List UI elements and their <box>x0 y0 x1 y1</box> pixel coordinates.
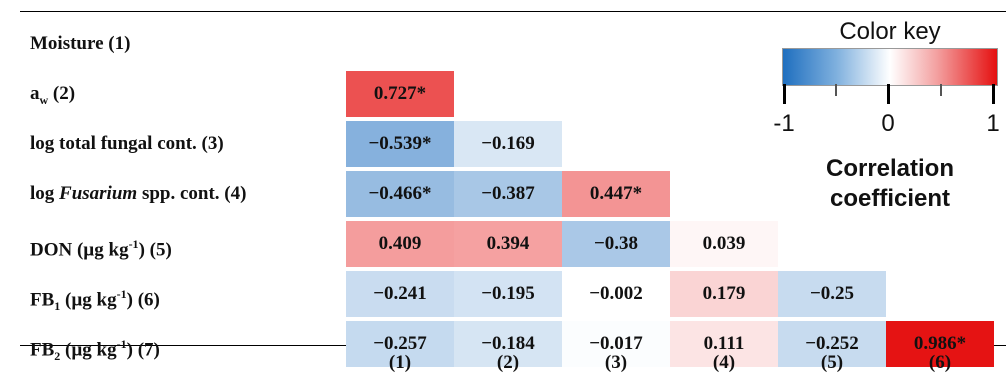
row-label-text: log <box>30 183 60 204</box>
color-key-tick-min <box>783 84 786 104</box>
heatmap-cell: 0.727* <box>346 71 454 117</box>
color-key-tick-max <box>992 84 995 104</box>
color-key-tick-minor <box>940 84 942 96</box>
row-label-text: (2) <box>48 83 76 104</box>
row-label-italic: Fusarium <box>59 183 138 204</box>
heatmap-cell: 0.111 <box>670 321 778 367</box>
color-key-gradient-bar <box>782 48 998 86</box>
color-key-caption-line2: coefficient <box>829 185 951 212</box>
color-key-axis <box>783 84 995 104</box>
heatmap-cell: 0.394 <box>454 221 562 267</box>
row-label-superscript: -1 <box>116 287 127 301</box>
heatmap-cell: −0.184 <box>454 321 562 367</box>
heatmap-cell: 0.447* <box>562 171 670 217</box>
row-label-text: Moisture (1) <box>30 33 131 54</box>
row-label-text: ) (7) <box>126 339 160 361</box>
heatmap-cell: −0.195 <box>454 271 562 317</box>
row-label-subscript: 2 <box>54 349 61 364</box>
heatmap-cell: −0.252 <box>778 321 886 367</box>
color-key-caption: Correlation coefficient <box>790 154 990 214</box>
row-label-text: spp. cont. (4) <box>137 183 247 204</box>
row-label: log total fungal cont. (3) <box>30 119 224 169</box>
heatmap-cell: −0.38 <box>562 221 670 267</box>
column-label: (1) <box>388 352 412 373</box>
heatmap-cell: −0.002 <box>562 271 670 317</box>
row-label-text: ) (6) <box>126 289 160 311</box>
column-label: (6) <box>928 352 952 373</box>
color-key-tick-minor <box>835 84 837 96</box>
row-label-superscript: -1 <box>116 337 127 351</box>
row-label-text: ) (5) <box>138 239 172 261</box>
color-key-tick-zero <box>887 84 890 104</box>
heatmap-cell: −0.257 <box>346 321 454 367</box>
row-label: DON (µg kg-1) (5) <box>30 219 172 269</box>
row-label-text: DON (µg kg <box>30 239 129 261</box>
row-label-text: FB <box>30 289 55 311</box>
heatmap-cell: 0.179 <box>670 271 778 317</box>
heatmap-cell: 0.986* <box>886 321 994 367</box>
heatmap-cell: −0.466* <box>346 171 454 217</box>
row-label-text: a <box>30 83 40 104</box>
heatmap-cell: −0.241 <box>346 271 454 317</box>
row-label: aw (2) <box>30 69 75 119</box>
column-label: (2) <box>496 352 520 373</box>
row-label: FB2 (µg kg-1) (7) <box>30 319 160 369</box>
column-label: (4) <box>712 352 736 373</box>
heatmap-cell: 0.409 <box>346 221 454 267</box>
row-label-subscript: w <box>39 92 49 107</box>
row-label: log Fusarium spp. cont. (4) <box>30 169 246 219</box>
row-label: FB1 (µg kg-1) (6) <box>30 269 160 319</box>
heatmap-cell: −0.387 <box>454 171 562 217</box>
color-key-label-max: 1 <box>986 110 1000 137</box>
column-label: (5) <box>820 352 844 373</box>
row-label-subscript: 1 <box>54 299 61 314</box>
heatmap-cell: −0.25 <box>778 271 886 317</box>
row-label-text: (µg kg <box>60 289 117 311</box>
row-label: Moisture (1) <box>30 19 130 69</box>
row-label-text: FB <box>30 339 55 361</box>
heatmap-cell: −0.017 <box>562 321 670 367</box>
color-key-label-min: -1 <box>773 110 795 137</box>
top-rule <box>20 11 1006 12</box>
heatmap-cell: 0.039 <box>670 221 778 267</box>
color-key-label-zero: 0 <box>881 110 895 137</box>
heatmap-cell: −0.169 <box>454 121 562 167</box>
row-label-superscript: -1 <box>128 237 139 251</box>
row-label-text: log total fungal cont. (3) <box>30 133 224 154</box>
row-label-text: (µg kg <box>60 339 117 361</box>
heatmap-cell: −0.539* <box>346 121 454 167</box>
column-label: (3) <box>604 352 628 373</box>
color-key-caption-line1: Correlation <box>825 155 954 182</box>
color-key-title: Color key <box>839 18 941 45</box>
